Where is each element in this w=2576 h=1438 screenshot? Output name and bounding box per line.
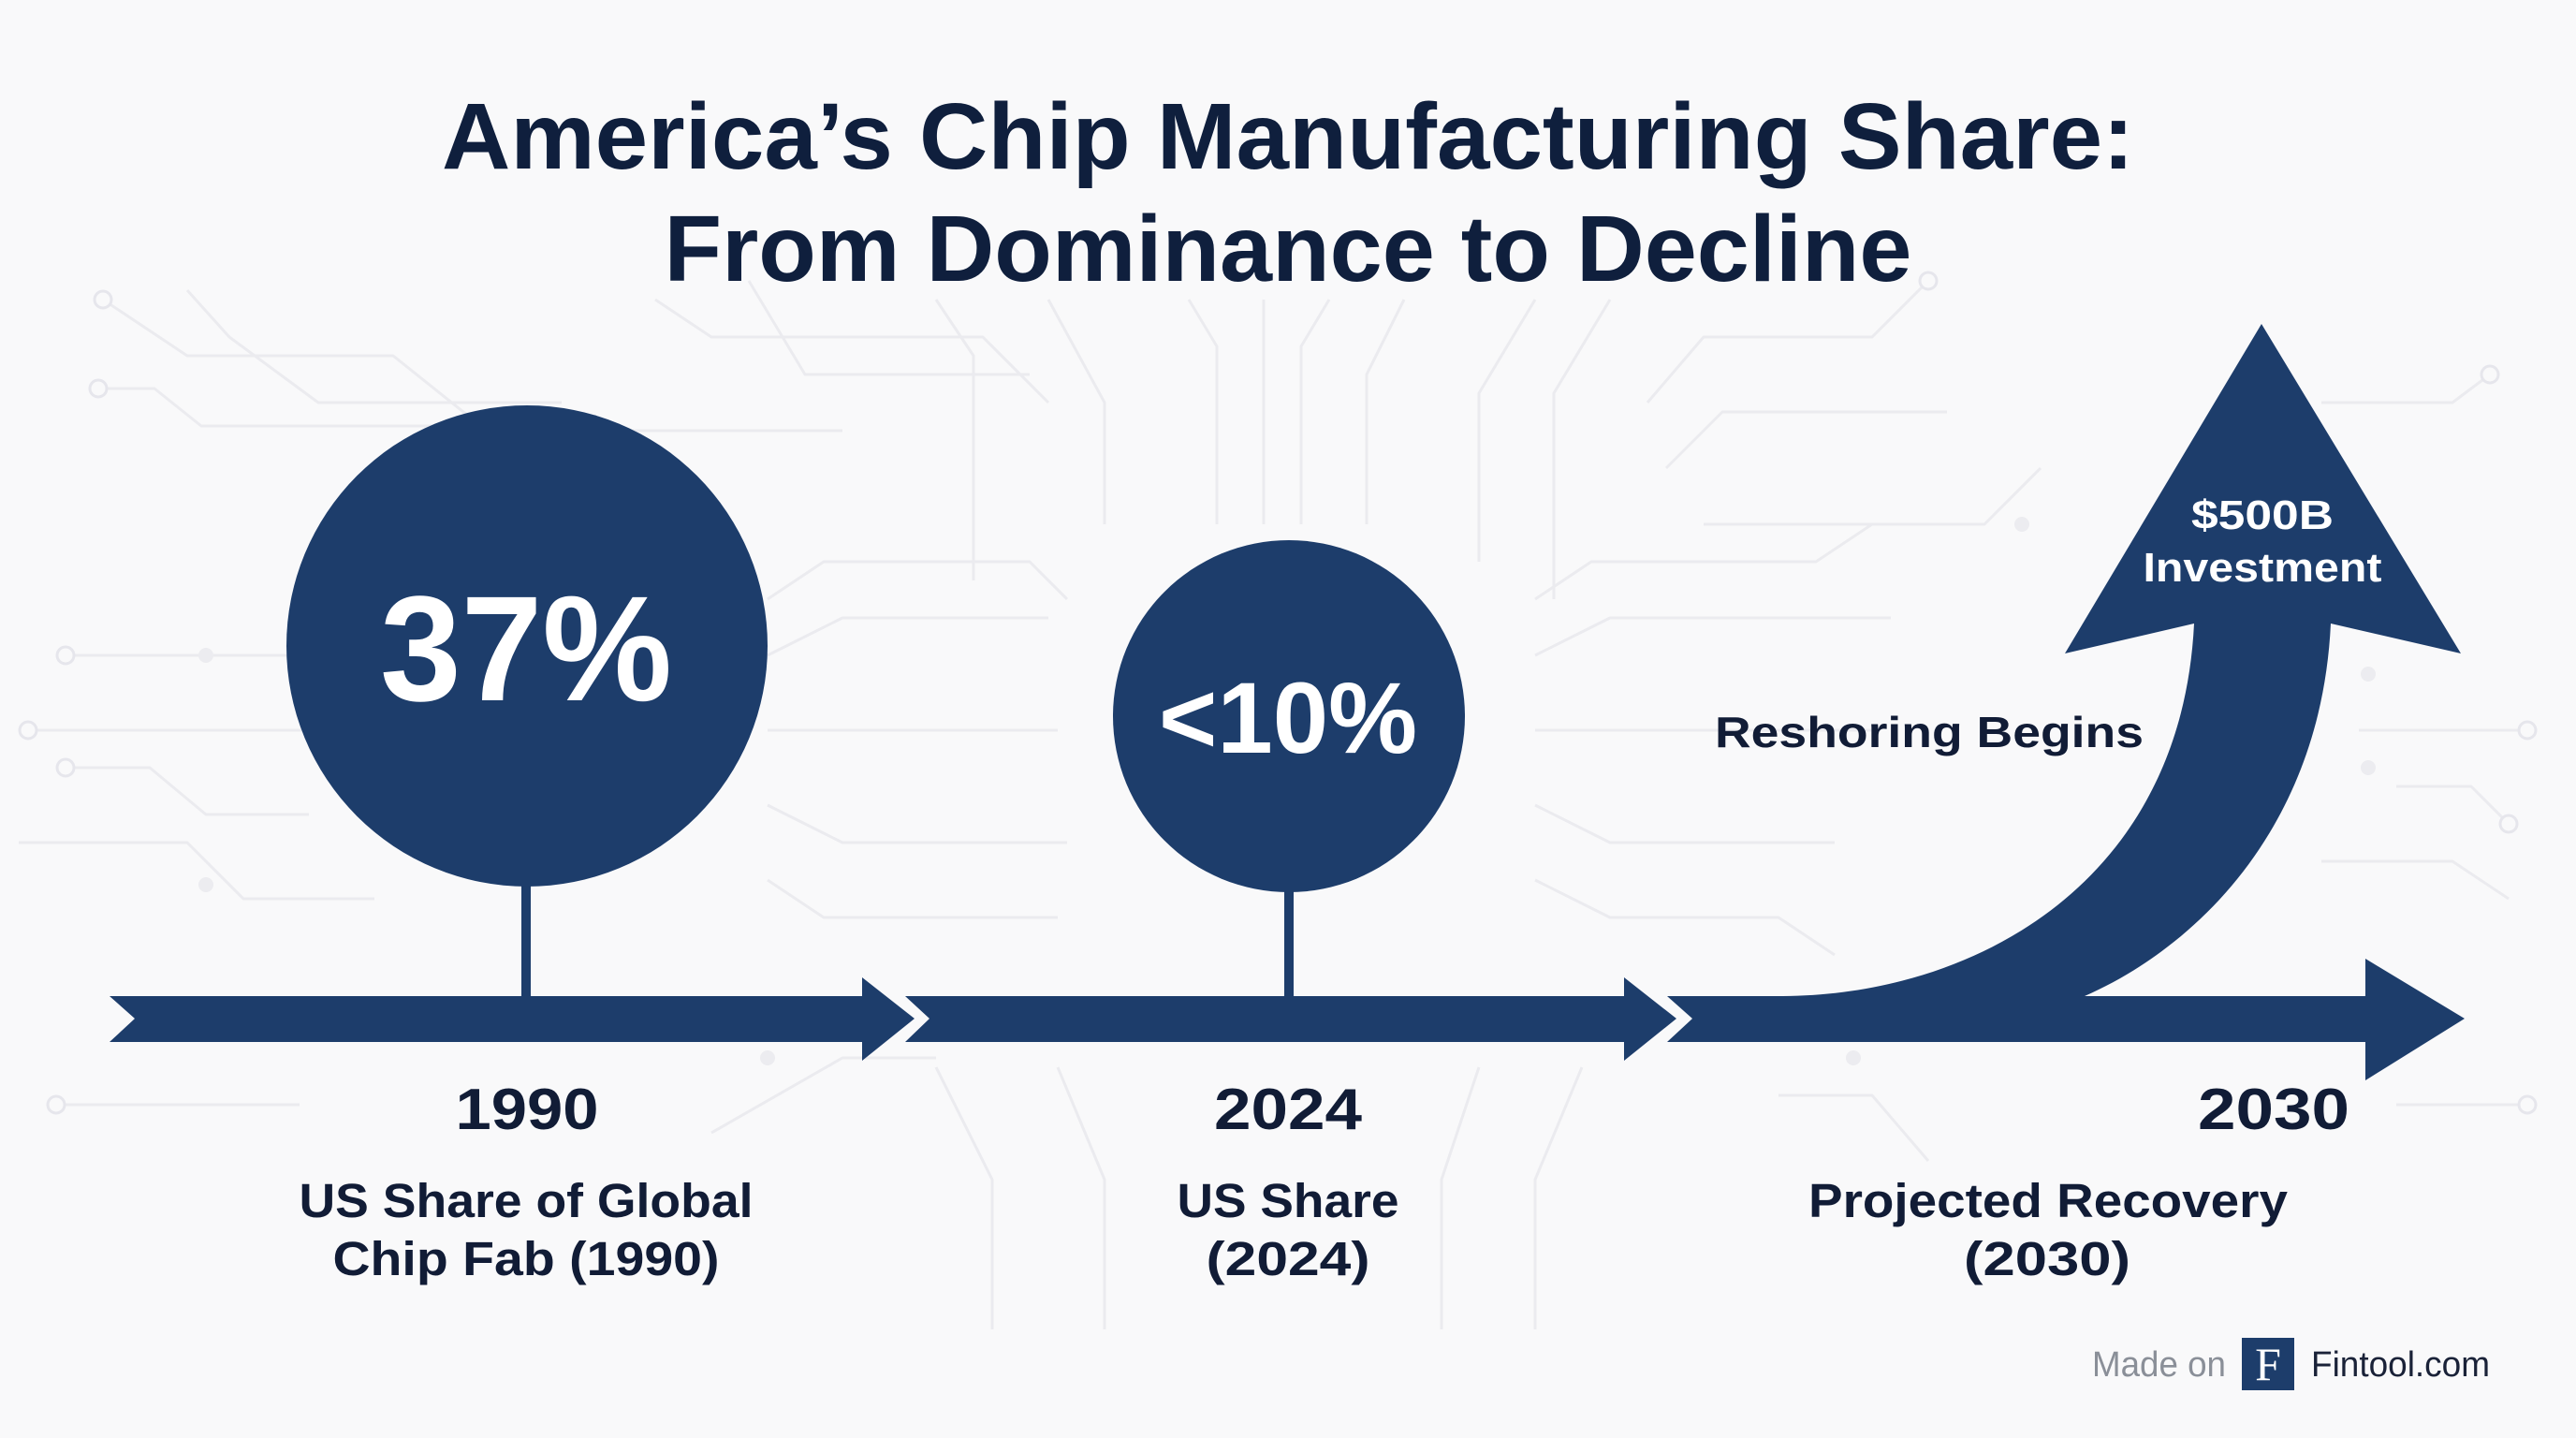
year-label-2030: 2030 — [2198, 1078, 2349, 1142]
value-bubble-2024 — [1113, 540, 1465, 892]
description-2030-line-1: Projected Recovery — [1808, 1174, 2289, 1227]
description-1990-line-2: Chip Fab (1990) — [333, 1232, 720, 1285]
milestone-2030: $500B Investment Reshoring Begins 2030 P… — [1715, 492, 2382, 1285]
circuit-background — [18, 271, 2538, 1329]
timeline-arrow-icon — [110, 324, 2465, 1080]
footer-branding[interactable]: Made on F Fintool.com — [2092, 1338, 2490, 1390]
value-label-2024: <10% — [1159, 661, 1417, 774]
milestone-1990: 37% 1990 US Share of Global Chip Fab (19… — [286, 405, 768, 1285]
made-on-label: Made on — [2092, 1345, 2226, 1385]
reshoring-annotation: Reshoring Begins — [1715, 708, 2144, 756]
timeline-segment-1990 — [110, 977, 915, 1061]
brand-link[interactable]: Fintool.com — [2311, 1345, 2490, 1385]
year-label-1990: 1990 — [456, 1078, 599, 1142]
title-line-2: From Dominance to Decline — [665, 197, 1912, 301]
description-1990-line-1: US Share of Global — [300, 1174, 754, 1227]
logo-letter: F — [2255, 1338, 2281, 1390]
description-2030-line-2: (2030) — [1964, 1232, 2130, 1285]
growth-arrow-icon — [1667, 324, 2465, 1080]
description-2024-line-2: (2024) — [1207, 1232, 1370, 1285]
investment-caption-label: Investment — [2144, 545, 2382, 591]
stem-2024 — [1284, 880, 1294, 998]
year-label-2024: 2024 — [1214, 1078, 1363, 1142]
description-2024-line-1: US Share — [1178, 1174, 1399, 1227]
investment-amount-label: $500B — [2191, 492, 2334, 538]
fintool-logo-icon: F — [2242, 1338, 2294, 1390]
timeline-segment-2024 — [905, 977, 1676, 1061]
title-line-1: America’s Chip Manufacturing Share: — [442, 84, 2134, 189]
stem-1990 — [521, 871, 531, 998]
milestone-2024: <10% 2024 US Share (2024) — [1113, 540, 1465, 1285]
value-label-1990: 37% — [380, 565, 672, 732]
value-bubble-1990 — [286, 405, 768, 887]
